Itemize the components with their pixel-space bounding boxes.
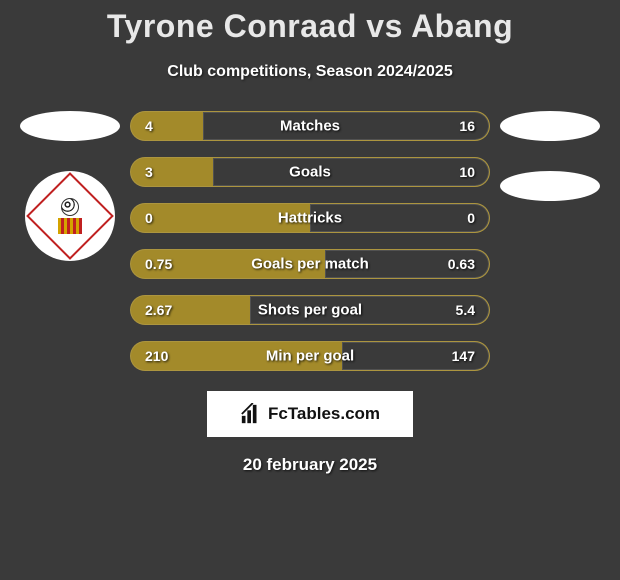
- left-player-oval: [20, 111, 120, 141]
- date-label: 20 february 2025: [0, 455, 620, 475]
- comparison-panel: 4 Matches 16 3 Goals 10 0 Hattricks 0 0.75 Goals p…: [0, 111, 620, 371]
- stat-left-value: 210: [145, 348, 168, 364]
- stat-bar-right-fill: [213, 158, 489, 186]
- subtitle: Club competitions, Season 2024/2025: [0, 63, 620, 81]
- right-player-oval: [500, 111, 600, 141]
- stat-row: 210 Min per goal 147: [130, 341, 490, 371]
- club-emblem-icon: [26, 172, 114, 260]
- stat-right-value: 0.63: [448, 256, 475, 272]
- stat-label: Matches: [280, 118, 340, 135]
- stat-right-value: 0: [467, 210, 475, 226]
- stat-label: Shots per goal: [258, 302, 362, 319]
- stat-right-value: 147: [452, 348, 475, 364]
- stat-label: Goals: [289, 164, 331, 181]
- stat-label: Goals per match: [251, 256, 369, 273]
- left-club-logo: [25, 171, 115, 261]
- bar-chart-icon: [240, 403, 262, 425]
- stat-right-value: 5.4: [456, 302, 475, 318]
- right-player-column: [490, 111, 610, 201]
- page-title: Tyrone Conraad vs Abang: [0, 0, 620, 45]
- stat-row: 2.67 Shots per goal 5.4: [130, 295, 490, 325]
- stat-row: 0 Hattricks 0: [130, 203, 490, 233]
- stat-row: 0.75 Goals per match 0.63: [130, 249, 490, 279]
- right-club-oval: [500, 171, 600, 201]
- stat-right-value: 16: [459, 118, 475, 134]
- stat-left-value: 3: [145, 164, 153, 180]
- stat-row: 3 Goals 10: [130, 157, 490, 187]
- stat-left-value: 0.75: [145, 256, 172, 272]
- stat-bars: 4 Matches 16 3 Goals 10 0 Hattricks 0 0.75 Goals p…: [130, 111, 490, 371]
- left-player-column: [10, 111, 130, 261]
- branding-badge: FcTables.com: [207, 391, 413, 437]
- stat-right-value: 10: [459, 164, 475, 180]
- stat-label: Hattricks: [278, 210, 342, 227]
- stat-row: 4 Matches 16: [130, 111, 490, 141]
- stat-label: Min per goal: [266, 348, 354, 365]
- stat-left-value: 0: [145, 210, 153, 226]
- stat-left-value: 4: [145, 118, 153, 134]
- stat-bar-right-fill: [203, 112, 489, 140]
- stat-left-value: 2.67: [145, 302, 172, 318]
- branding-text: FcTables.com: [268, 404, 380, 424]
